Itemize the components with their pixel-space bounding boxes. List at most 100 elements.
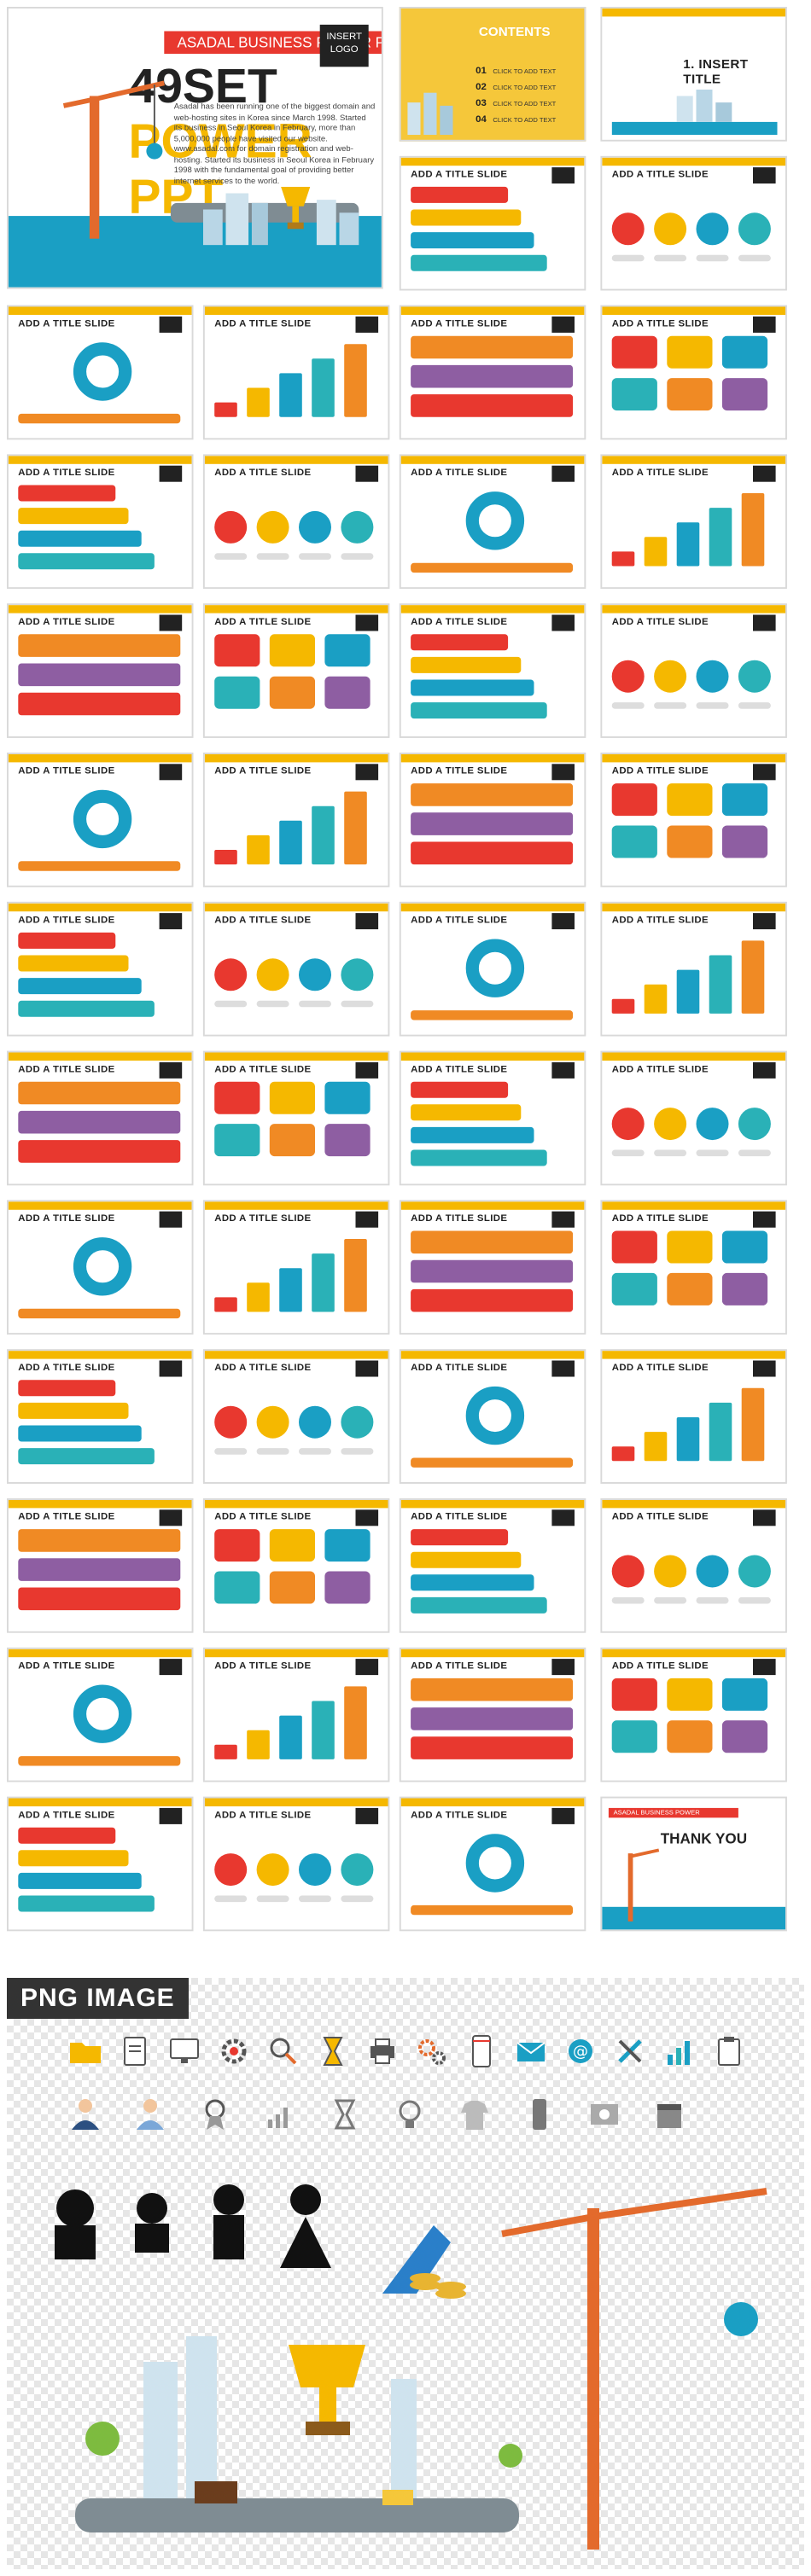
infographic-bar xyxy=(18,553,155,570)
slide-thumbnail[interactable]: ADD A TITLE SLIDE xyxy=(600,454,787,590)
infographic-circle xyxy=(654,212,687,246)
slide-logo-icon xyxy=(355,316,379,333)
tile xyxy=(269,1081,315,1114)
banner-bar xyxy=(411,1707,574,1730)
slide-logo-icon xyxy=(355,1061,379,1079)
slide-thumbnail[interactable]: ADD A TITLE SLIDE xyxy=(202,1349,390,1484)
slide-thumbnail[interactable]: ADD A TITLE SLIDE xyxy=(7,603,194,738)
infographic-circle xyxy=(696,212,729,246)
slide-body xyxy=(411,634,575,726)
tile xyxy=(324,676,370,709)
slide-thumbnail[interactable]: ADD A TITLE SLIDE xyxy=(399,1498,586,1633)
slide-thumbnail[interactable]: ADD A TITLE SLIDE xyxy=(399,901,586,1037)
infographic-circle xyxy=(738,660,771,693)
tile xyxy=(214,634,260,667)
slide-topbar xyxy=(8,456,192,464)
slide-thumbnail[interactable]: ADD A TITLE SLIDE xyxy=(202,753,390,887)
slide-topbar xyxy=(400,1649,585,1658)
slide-topbar xyxy=(602,605,785,613)
banner-bar xyxy=(18,692,181,716)
placeholder-line xyxy=(256,1895,289,1903)
slide-thumbnail[interactable]: ADD A TITLE SLIDE xyxy=(399,1200,586,1335)
slide-thumbnail[interactable]: ADD A TITLE SLIDE xyxy=(399,603,586,738)
slide-thumbnail[interactable]: ADD A TITLE SLIDE xyxy=(399,1349,586,1484)
slide-thumbnail[interactable]: ADD A TITLE SLIDE xyxy=(600,1050,787,1186)
chart-bar xyxy=(279,373,302,417)
slide-thumbnail[interactable]: ADD A TITLE SLIDE xyxy=(399,305,586,440)
cover-slide[interactable]: ASADAL BUSINESS POWER PRESENTATION49SET … xyxy=(7,7,383,289)
slide-thumbnail[interactable]: ADD A TITLE SLIDE xyxy=(7,753,194,887)
slide-logo-icon xyxy=(159,764,183,781)
ring-diagram xyxy=(465,1386,525,1445)
placeholder-line xyxy=(738,1149,771,1157)
slide-thumbnail[interactable]: ADD A TITLE SLIDE xyxy=(600,155,787,291)
slide-topbar xyxy=(400,753,585,763)
chart-bar xyxy=(344,791,367,865)
chart-bar xyxy=(644,537,668,567)
ring-diagram xyxy=(73,1237,132,1296)
slide-thumbnail[interactable]: ADD A TITLE SLIDE xyxy=(600,1349,787,1484)
slide-thumbnail[interactable]: ADD A TITLE SLIDE xyxy=(600,753,787,887)
slide-thumbnail[interactable]: ADD A TITLE SLIDE xyxy=(399,1647,586,1782)
slide-thumbnail[interactable]: ADD A TITLE SLIDE xyxy=(600,1498,787,1633)
slide-thumbnail[interactable]: ADD A TITLE SLIDE xyxy=(7,901,194,1037)
slide-thumbnail[interactable]: ADD A TITLE SLIDE xyxy=(202,305,390,440)
slide-logo-icon xyxy=(753,1360,776,1377)
contents-illustration xyxy=(407,90,465,136)
infographic-bar xyxy=(411,1596,547,1614)
calendar-icon xyxy=(651,2096,688,2133)
slide-thumbnail[interactable]: ADD A TITLE SLIDE xyxy=(202,1050,390,1186)
slide-title: ADD A TITLE SLIDE xyxy=(214,1214,312,1224)
slide-thumbnail[interactable]: ADD A TITLE SLIDE xyxy=(7,1349,194,1484)
placeholder-line xyxy=(611,1596,645,1604)
section-title: 1. INSERT TITLE xyxy=(683,56,749,87)
slide-thumbnail[interactable]: ADD A TITLE SLIDE xyxy=(202,454,390,590)
placeholder-line xyxy=(214,1448,248,1455)
slide-topbar xyxy=(400,1052,585,1061)
slide-thumbnail[interactable]: ADD A TITLE SLIDE xyxy=(600,1647,787,1782)
slide-thumbnail[interactable]: ADD A TITLE SLIDE xyxy=(202,1200,390,1335)
chart-bar xyxy=(312,1701,335,1759)
slide-thumbnail[interactable]: ADD A TITLE SLIDE xyxy=(7,305,194,440)
slide-thumbnail[interactable]: ADD A TITLE SLIDE xyxy=(600,901,787,1037)
city-illustration xyxy=(202,186,365,246)
slide-thumbnail[interactable]: ADD A TITLE SLIDE xyxy=(600,305,787,440)
slide-thumbnail[interactable]: ADD A TITLE SLIDE xyxy=(600,603,787,738)
slide-thumbnail[interactable]: ADD A TITLE SLIDE xyxy=(202,901,390,1037)
slide-title: ADD A TITLE SLIDE xyxy=(411,618,508,628)
banner-bar xyxy=(411,1230,574,1254)
slide-thumbnail[interactable]: ADD A TITLE SLIDE xyxy=(202,603,390,738)
infographic-bar xyxy=(18,955,129,972)
slide-thumbnail[interactable]: ADD A TITLE SLIDE xyxy=(399,155,586,291)
section-slide[interactable]: 1. INSERT TITLE xyxy=(600,7,787,142)
slide-body xyxy=(18,485,182,578)
slide-thumbnail[interactable]: ADD A TITLE SLIDE xyxy=(399,1796,586,1932)
banner-bar xyxy=(18,663,181,687)
slide-thumbnail[interactable]: ADD A TITLE SLIDE xyxy=(7,1050,194,1186)
thank-you-slide[interactable]: ASADAL BUSINESS POWER PRESENTATION THANK … xyxy=(600,1796,787,1932)
slide-thumbnail[interactable]: ADD A TITLE SLIDE xyxy=(202,1647,390,1782)
slide-body xyxy=(214,1529,378,1621)
slide-thumbnail[interactable]: ADD A TITLE SLIDE xyxy=(7,1647,194,1782)
slide-thumbnail[interactable]: ADD A TITLE SLIDE xyxy=(399,1050,586,1186)
infographic-circle xyxy=(696,1108,729,1141)
chart-bar xyxy=(676,969,700,1014)
slide-thumbnail[interactable]: ADD A TITLE SLIDE xyxy=(7,1200,194,1335)
slide-thumbnail[interactable]: ADD A TITLE SLIDE xyxy=(399,753,586,887)
slide-topbar xyxy=(204,1351,388,1359)
infographic-bar xyxy=(411,232,534,249)
slide-thumbnail[interactable]: ADD A TITLE SLIDE xyxy=(7,454,194,590)
slide-thumbnail[interactable]: ADD A TITLE SLIDE xyxy=(202,1498,390,1633)
slide-thumbnail[interactable]: ADD A TITLE SLIDE xyxy=(7,1796,194,1932)
slide-thumbnail[interactable]: ADD A TITLE SLIDE xyxy=(7,1498,194,1633)
contents-slide[interactable]: CONTENTS 01 CLICK TO ADD TEXT 02 CLICK TO AD… xyxy=(399,7,586,142)
chart-bar xyxy=(279,820,302,865)
slide-thumbnail[interactable]: ADD A TITLE SLIDE xyxy=(202,1796,390,1932)
contents-item-number: 03 xyxy=(476,99,487,109)
slide-thumbnail[interactable]: ADD A TITLE SLIDE xyxy=(600,1200,787,1335)
slide-title: ADD A TITLE SLIDE xyxy=(214,1661,312,1672)
slide-body xyxy=(18,1081,182,1174)
tile xyxy=(721,1720,768,1753)
slide-thumbnail[interactable]: ADD A TITLE SLIDE xyxy=(399,454,586,590)
infographic-circle xyxy=(341,1853,374,1887)
